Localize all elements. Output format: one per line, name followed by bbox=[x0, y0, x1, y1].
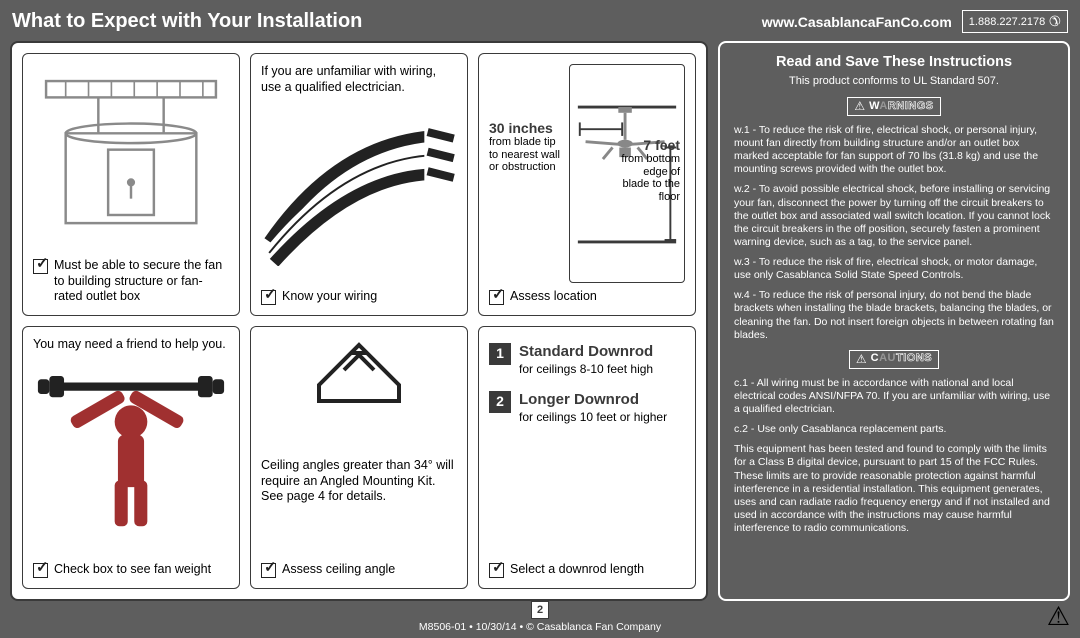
warnings-label: WARNINGS bbox=[869, 100, 934, 114]
number-box: 2 bbox=[489, 391, 511, 413]
check-row: Check box to see fan weight bbox=[33, 562, 229, 578]
card-downrod: 1 Standard Downrod for ceilings 8-10 fee… bbox=[478, 326, 696, 589]
downrod-sub: for ceilings 8-10 feet high bbox=[519, 362, 653, 377]
page: What to Expect with Your Installation ww… bbox=[0, 0, 1080, 638]
card-secure: Must be able to secure the fan to buildi… bbox=[22, 53, 240, 316]
checkbox-icon bbox=[33, 563, 48, 578]
wiring-illustration bbox=[261, 101, 457, 283]
check-row: Must be able to secure the fan to buildi… bbox=[33, 258, 229, 305]
footer-meta: M8506-01 • 10/30/14 • © Casablanca Fan C… bbox=[0, 621, 1080, 633]
warning-2: w.2 - To avoid possible electrical shock… bbox=[734, 183, 1054, 249]
number-box: 1 bbox=[489, 343, 511, 365]
warning-triangle-icon: ⚠ bbox=[856, 352, 867, 367]
corner-warning-icon: ⚠ bbox=[1047, 601, 1070, 632]
card-wiring: If you are unfamiliar with wiring, use a… bbox=[250, 53, 468, 316]
assess-diagram: 7 feet from bottom edge of blade to the … bbox=[569, 64, 685, 283]
check-row: Assess ceiling angle bbox=[261, 562, 457, 578]
wiring-text: If you are unfamiliar with wiring, use a… bbox=[261, 64, 457, 95]
check-label: Assess ceiling angle bbox=[282, 562, 395, 578]
angle-text: Ceiling angles greater than 34° will req… bbox=[261, 458, 457, 505]
cautions-badge: ⚠ CAUTIONS bbox=[849, 350, 939, 369]
card-angle: Ceiling angles greater than 34° will req… bbox=[250, 326, 468, 589]
warnings-badge-row: ⚠ WARNINGS bbox=[734, 97, 1054, 116]
phone-box: 1.888.227.2178 ✆ bbox=[962, 10, 1068, 33]
instruction-grid: Must be able to secure the fan to buildi… bbox=[10, 41, 708, 601]
check-label: Select a downrod length bbox=[510, 562, 644, 578]
height-labels: 7 feet from bottom edge of blade to the … bbox=[618, 137, 680, 204]
distance-title: 30 inches bbox=[489, 120, 563, 136]
downrod-title: Longer Downrod bbox=[519, 391, 667, 410]
downrod-item: 2 Longer Downrod for ceilings 10 feet or… bbox=[489, 391, 685, 425]
warning-4: w.4 - To reduce the risk of personal inj… bbox=[734, 289, 1054, 342]
website-url: www.CasablancaFanCo.com bbox=[762, 14, 952, 30]
distance-sub: from blade tip to nearest wall or obstru… bbox=[489, 136, 563, 174]
caution-2: c.2 - Use only Casablanca replacement pa… bbox=[734, 423, 1054, 436]
warnings-badge: ⚠ WARNINGS bbox=[847, 97, 940, 116]
instructions-title: Read and Save These Instructions bbox=[734, 53, 1054, 71]
checkbox-icon bbox=[33, 259, 48, 274]
page-title: What to Expect with Your Installation bbox=[12, 10, 362, 33]
check-label: Must be able to secure the fan to buildi… bbox=[54, 258, 229, 305]
phone-number: 1.888.227.2178 bbox=[969, 16, 1045, 28]
check-label: Know your wiring bbox=[282, 289, 377, 305]
weight-illustration bbox=[33, 359, 229, 556]
check-label: Assess location bbox=[510, 289, 597, 305]
phone-icon: ✆ bbox=[1049, 13, 1061, 30]
warning-triangle-icon: ⚠ bbox=[854, 99, 865, 114]
instructions-subtitle: This product conforms to UL Standard 507… bbox=[734, 75, 1054, 89]
card-friend: You may need a friend to help you. bbox=[22, 326, 240, 589]
footer: 2 M8506-01 • 10/30/14 • © Casablanca Fan… bbox=[0, 600, 1080, 633]
main: Must be able to secure the fan to buildi… bbox=[10, 41, 1070, 601]
angle-illustration bbox=[261, 337, 457, 407]
check-row: Assess location bbox=[489, 289, 685, 305]
distance-labels: 30 inches from blade tip to nearest wall… bbox=[489, 64, 563, 283]
check-row: Know your wiring bbox=[261, 289, 457, 305]
checkbox-icon bbox=[489, 563, 504, 578]
friend-text: You may need a friend to help you. bbox=[33, 337, 229, 353]
warning-3: w.3 - To reduce the risk of fire, electr… bbox=[734, 256, 1054, 282]
caution-1: c.1 - All wiring must be in accordance w… bbox=[734, 377, 1054, 416]
check-label: Check box to see fan weight bbox=[54, 562, 211, 578]
downrod-sub: for ceilings 10 feet or higher bbox=[519, 410, 667, 425]
cautions-badge-row: ⚠ CAUTIONS bbox=[734, 350, 1054, 369]
downrod-title: Standard Downrod bbox=[519, 343, 653, 362]
checkbox-icon bbox=[261, 563, 276, 578]
warning-1: w.1 - To reduce the risk of fire, electr… bbox=[734, 124, 1054, 177]
page-number: 2 bbox=[531, 601, 549, 619]
checkbox-icon bbox=[261, 290, 276, 305]
card-assess-location: 30 inches from blade tip to nearest wall… bbox=[478, 53, 696, 316]
secure-illustration bbox=[33, 64, 229, 252]
height-title: 7 feet bbox=[618, 137, 680, 153]
header: What to Expect with Your Installation ww… bbox=[10, 8, 1070, 41]
check-row: Select a downrod length bbox=[489, 562, 685, 578]
checkbox-icon bbox=[489, 290, 504, 305]
instructions-panel: Read and Save These Instructions This pr… bbox=[718, 41, 1070, 601]
header-right: www.CasablancaFanCo.com 1.888.227.2178 ✆ bbox=[762, 10, 1068, 33]
downrod-item: 1 Standard Downrod for ceilings 8-10 fee… bbox=[489, 343, 685, 377]
fcc-notice: This equipment has been tested and found… bbox=[734, 443, 1054, 535]
height-sub: from bottom edge of blade to the floor bbox=[618, 153, 680, 204]
cautions-label: CAUTIONS bbox=[871, 352, 932, 366]
downrod-list: 1 Standard Downrod for ceilings 8-10 fee… bbox=[489, 337, 685, 556]
